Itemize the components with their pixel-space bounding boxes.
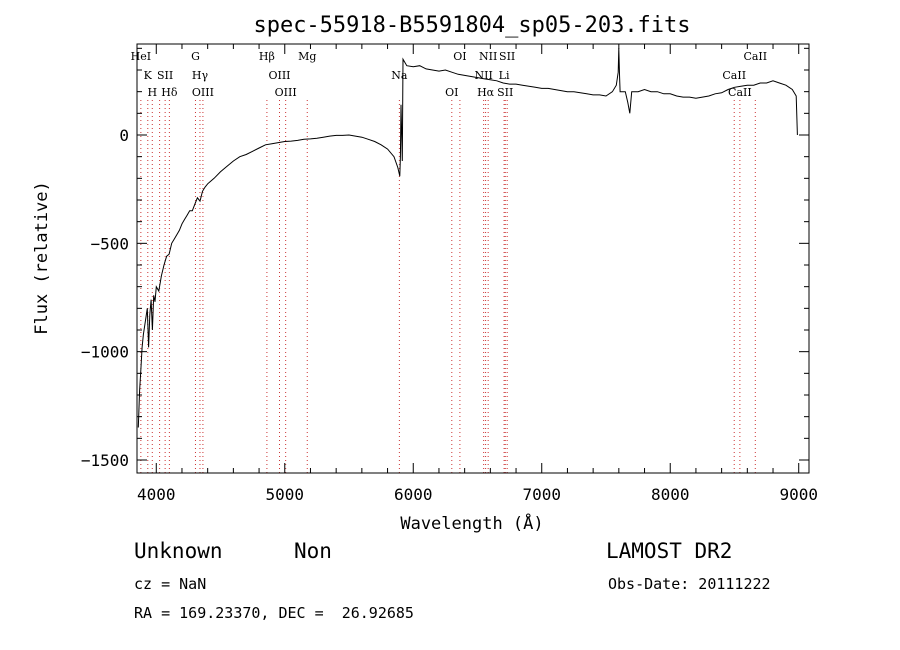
spectral-line-label: NII — [479, 50, 497, 63]
x-tick-label: 4000 — [137, 485, 176, 504]
spectral-line-label: OI — [445, 86, 458, 99]
y-tick-label: −1500 — [81, 451, 129, 470]
x-axis-label: Wavelength (Å) — [400, 512, 543, 534]
x-tick-label: 8000 — [651, 485, 690, 504]
spectral-line-label: SII — [499, 50, 515, 63]
spectral-line-label: OI — [453, 50, 466, 63]
y-axis-label: Flux (relative) — [32, 181, 52, 335]
redshift-cz: cz = NaN — [134, 575, 207, 593]
chart-title: spec-55918-B5591804_sp05-203.fits — [253, 13, 690, 38]
y-tick-label: 0 — [119, 126, 129, 145]
x-tick-label: 6000 — [394, 485, 433, 504]
spectral-subclass: Non — [294, 539, 332, 563]
spectral-line-label: Hδ — [161, 86, 178, 99]
spectral-class: Unknown — [134, 539, 223, 563]
coordinates: RA = 169.23370, DEC = 26.92685 — [134, 604, 414, 622]
spectral-line-label: H — [147, 86, 157, 99]
x-tick-label: 9000 — [779, 485, 818, 504]
plot-frame — [136, 43, 810, 474]
spectral-line-label: Hα — [477, 86, 495, 99]
spectral-line-label: Hγ — [192, 69, 209, 82]
ticks-layer: 4000 5000 6000 7000 8000 9000 0 −500 −1000 −1500 — [81, 44, 818, 504]
x-tick-label: 7000 — [522, 485, 561, 504]
spectral-line-label: Mg — [298, 50, 316, 63]
observation-date: Obs-Date: 20111222 — [608, 575, 771, 593]
spectral-line-label: CaII — [722, 69, 746, 82]
spectral-line-label: SII — [497, 86, 513, 99]
spectral-line-label: CaII — [743, 50, 767, 63]
y-tick-label: −500 — [90, 234, 129, 253]
spectral-line-label: OIII — [275, 86, 297, 99]
spectral-line-label: G — [191, 50, 200, 63]
series-layer — [137, 48, 798, 428]
spectral-line-label: K — [144, 69, 153, 82]
spectral-line-label: SII — [157, 69, 173, 82]
spectral-line-label: HeI — [131, 50, 151, 63]
spectral-lines-layer: HeIKHSIIHδGHγOIIIHβOIIIOIIIMgNaOIOINIIHα… — [131, 50, 767, 473]
y-axis-label-group: Flux (relative) — [32, 181, 52, 335]
spectral-line-label: NII — [475, 69, 493, 82]
x-tick-label: 5000 — [265, 485, 304, 504]
spectral-line-label: OIII — [192, 86, 214, 99]
spectral-line-label: Hβ — [259, 50, 275, 63]
y-tick-label: −1000 — [81, 343, 129, 362]
survey-name: LAMOST DR2 — [606, 539, 733, 563]
spectral-line-label: Na — [391, 69, 408, 82]
spectral-line-label: Li — [499, 69, 510, 82]
spectral-line-label: OIII — [268, 69, 290, 82]
spectrum-series-line — [137, 48, 798, 428]
spectral-line-label: CaII — [728, 86, 752, 99]
